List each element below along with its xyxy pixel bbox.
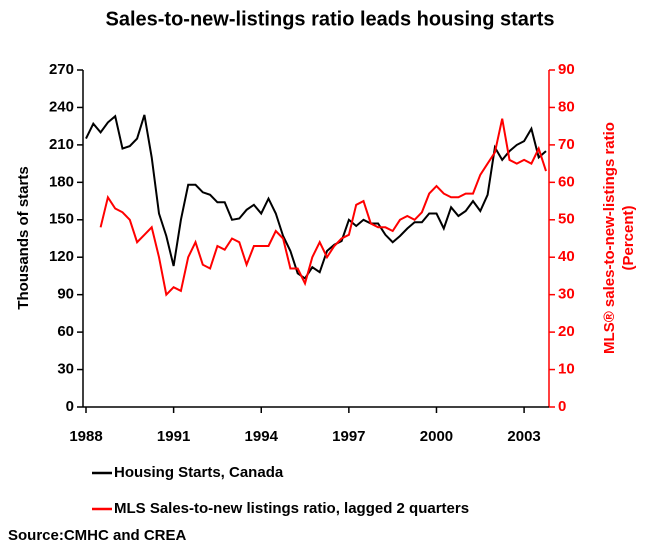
y2-tick-label: 10	[558, 361, 575, 378]
y2-axis-label: (Percent)	[620, 205, 637, 270]
x-tick-label: 2003	[507, 428, 540, 445]
x-tick-label: 1994	[245, 428, 279, 445]
y2-tick-label: 90	[558, 61, 575, 78]
x-tick-label: 2000	[420, 428, 453, 445]
y-tick-label: 150	[49, 211, 74, 228]
x-tick-label: 1997	[332, 428, 365, 445]
y2-tick-label: 30	[558, 286, 575, 303]
y-tick-label: 60	[57, 323, 74, 340]
y-axis-label: Thousands of starts	[15, 166, 32, 309]
legend-label: Housing Starts, Canada	[114, 464, 284, 481]
y-tick-label: 180	[49, 173, 74, 190]
y2-axis-label: MLS® sales-to-new-listings ratio	[601, 122, 618, 354]
series-line	[85, 114, 547, 280]
legend-label: MLS Sales-to-new listings ratio, lagged …	[114, 500, 469, 517]
y-tick-label: 30	[57, 361, 74, 378]
y2-tick-label: 80	[558, 98, 575, 115]
y2-tick-label: 50	[558, 211, 575, 228]
y2-tick-label: 20	[558, 323, 575, 340]
source: Source:CMHC and CREA	[8, 527, 187, 544]
chart-title: Sales-to-new-listings ratio leads housin…	[106, 8, 555, 30]
y2-tick-label: 60	[558, 173, 575, 190]
y2-tick-label: 70	[558, 136, 575, 153]
series-line	[99, 118, 547, 297]
x-tick-label: 1991	[157, 428, 190, 445]
y-tick-label: 120	[49, 248, 74, 265]
y-tick-label: 270	[49, 61, 74, 78]
y-tick-label: 240	[49, 98, 74, 115]
y2-tick-label: 40	[558, 248, 575, 265]
y-tick-label: 0	[66, 398, 74, 415]
y-tick-label: 210	[49, 136, 74, 153]
x-tick-label: 1988	[69, 428, 102, 445]
y2-tick-label: 0	[558, 398, 566, 415]
y-tick-label: 90	[57, 286, 74, 303]
